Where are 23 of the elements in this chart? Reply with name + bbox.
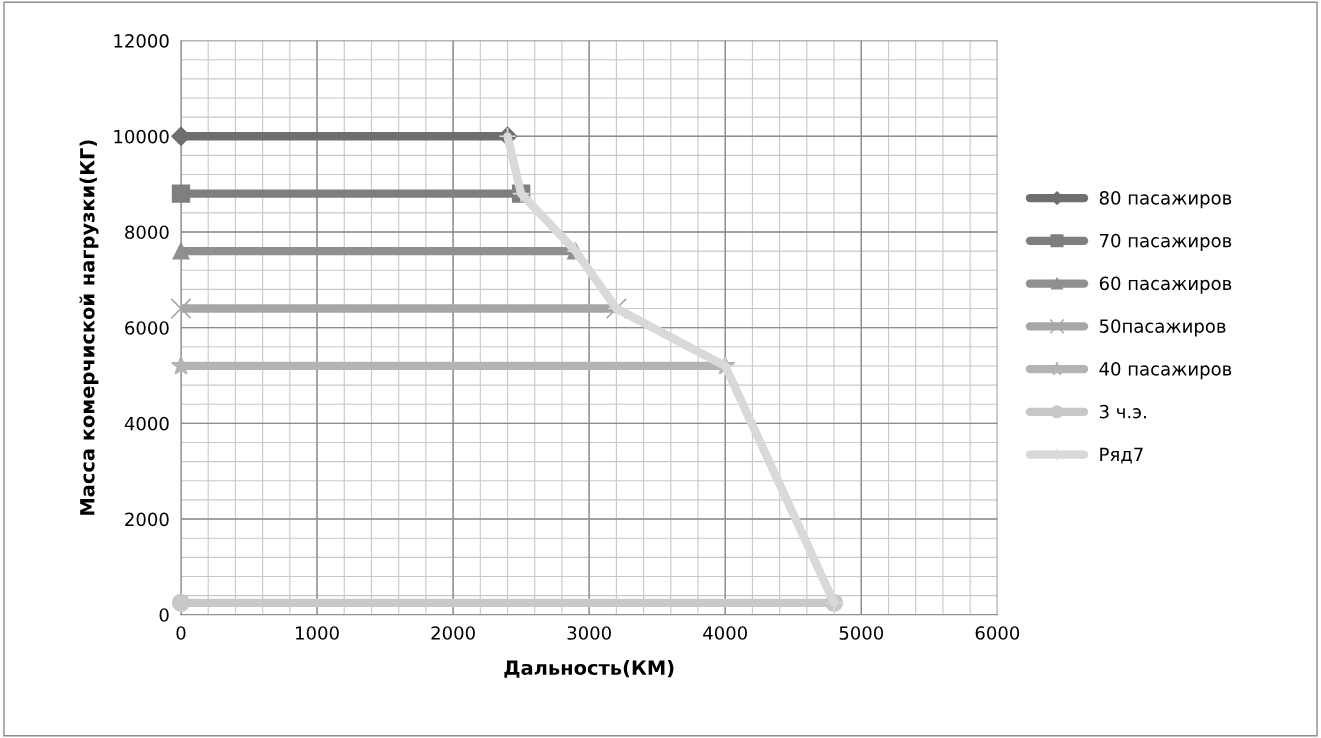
y-tick-label: 6000 (125, 321, 169, 335)
legend-label: 80 пасажиров (1099, 191, 1232, 209)
y-axis-title: Масса комерчиской нагрузки(КГ) (79, 140, 99, 515)
x-tick-label: 2000 (431, 626, 475, 640)
legend-label: 60 пасажиров (1099, 276, 1232, 294)
y-tick-label: 8000 (125, 225, 169, 240)
y-tick-label: 4000 (124, 416, 169, 431)
x-tick-label: 5000 (839, 626, 884, 640)
legend-label: 70 пасажиров (1100, 233, 1232, 251)
legend-label: Ряд7 (1100, 447, 1143, 464)
x-tick-label: 0 (176, 626, 186, 640)
y-tick-label: 2000 (125, 512, 169, 527)
y-tick-label: 0 (159, 608, 169, 622)
legend-label: 50пасажиров (1099, 319, 1226, 337)
legend-label: 3 ч.э. (1099, 404, 1146, 419)
x-axis-title: Дальность(КМ) (504, 660, 674, 678)
x-tick-label: 6000 (975, 626, 1020, 640)
y-tick-label: 10000 (114, 129, 169, 144)
x-tick-label: 4000 (703, 626, 747, 640)
y-tick-label: 12000 (114, 34, 169, 48)
x-tick-label: 3000 (567, 626, 611, 640)
legend-label: 40 пасажиров (1099, 362, 1232, 380)
x-tick-label: 1000 (296, 626, 339, 640)
